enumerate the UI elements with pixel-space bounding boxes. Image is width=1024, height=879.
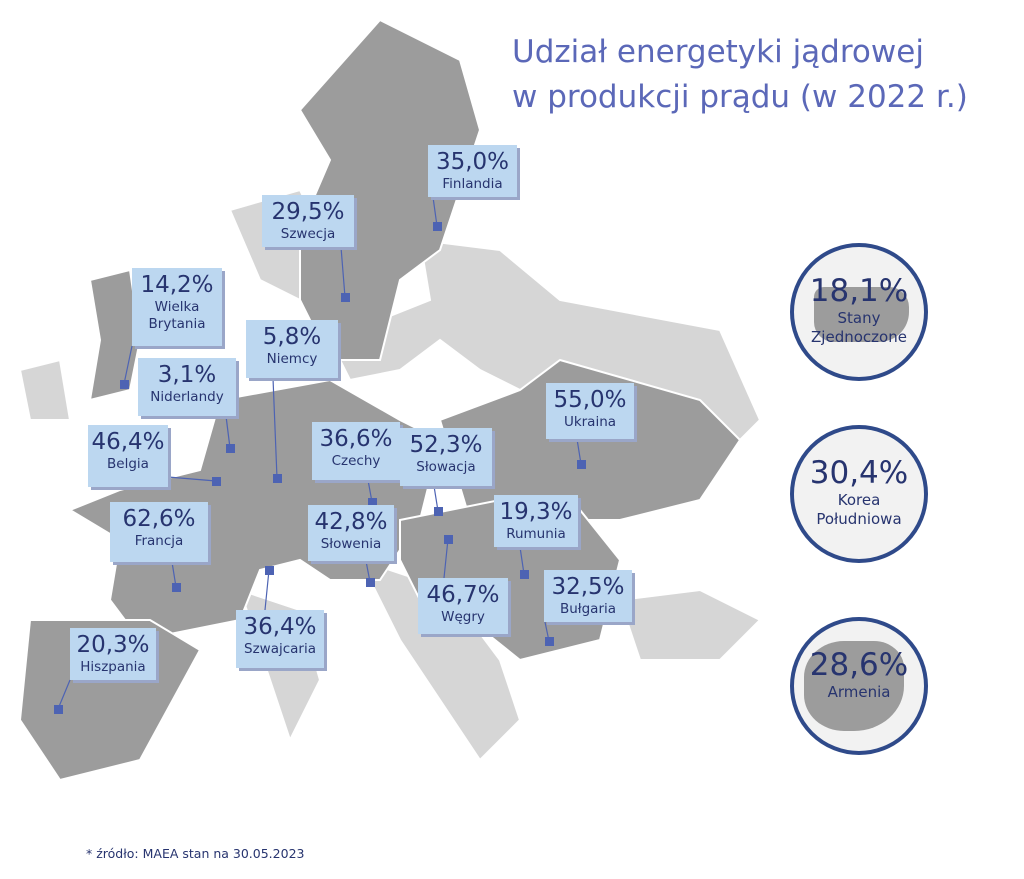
leader-line [272,377,278,479]
name: Ukraina [563,414,617,430]
location-marker [366,578,375,587]
value: 36,6% [319,426,393,452]
value: 55,0% [553,387,627,413]
name: Wielka Brytania [148,299,206,332]
value: 18,1% [809,273,909,309]
country-label: 36,4% Szwajcaria [236,610,324,668]
country-label: 46,7% Węgry [418,578,508,634]
name: Armenia [827,683,891,701]
location-marker [212,477,221,486]
circle-armenia: 28,6% Armenia [790,617,928,755]
name: Słowenia [320,536,382,552]
leader-line [171,561,177,588]
name: Szwecja [280,226,336,242]
name: Francja [134,533,184,549]
name: Belgia [107,456,149,472]
name: Szwajcaria [244,641,316,657]
leader-line [576,438,582,465]
location-marker [368,498,377,507]
value: 62,6% [122,506,196,532]
name: Węgry [441,609,485,625]
value: 35,0% [435,149,510,175]
value: 20,3% [76,632,150,658]
location-marker [120,380,129,389]
country-label: 55,0% Ukraina [546,383,634,439]
country-label: 46,4% Belgia [88,425,168,487]
leader-line [340,246,346,298]
value: 36,4% [243,614,317,640]
name: Korea Południowa [816,491,902,528]
location-marker [444,535,453,544]
value: 3,1% [157,362,217,388]
location-marker [433,222,442,231]
usa-map-shape [814,287,909,342]
circle-korea: 30,4% Korea Południowa [790,425,928,563]
leader-line [264,569,270,611]
value: 5,8% [262,324,322,350]
value: 32,5% [551,574,625,600]
value: 14,2% [140,272,214,298]
value: 42,8% [314,509,388,535]
name: Rumunia [506,526,566,542]
leader-line [123,345,133,385]
country-label: 35,0% Finlandia [428,145,517,197]
leader-line [57,679,71,710]
leader-line [432,196,438,227]
name: Czechy [331,453,381,469]
country-label: 5,8% Niemcy [246,320,338,378]
location-marker [172,583,181,592]
name: Finlandia [442,176,503,192]
location-marker [341,293,350,302]
title-line2: w produkcji prądu (w 2022 r.) [512,79,968,115]
name: Bułgaria [559,601,617,617]
location-marker [54,705,63,714]
value: 19,3% [499,499,573,525]
value: 28,6% [809,647,909,683]
country-label: 3,1% Niderlandy [138,358,236,416]
footnote: * źródło: MAEA stan na 30.05.2023 [86,846,305,861]
country-label: 29,5% Szwecja [262,195,354,247]
location-marker [577,460,586,469]
value: 46,4% [91,429,165,455]
country-label: 62,6% Francja [110,502,208,562]
land-other [618,588,762,661]
name: Słowacja [416,459,476,475]
title-line1: Udział energetyki jądrowej [512,34,924,70]
location-marker [434,507,443,516]
country-label: 36,6% Czechy [312,422,400,480]
leader-line [519,546,525,575]
country-label: 20,3% Hiszpania [70,628,156,680]
circle-usa: 18,1% Stany Zjednoczone [790,243,928,381]
name: Stany Zjednoczone [811,309,907,346]
value: 52,3% [409,432,483,458]
land-other [18,358,72,421]
name: Niderlandy [150,389,224,405]
page-title: Udział energetyki jądrowej w produkcji p… [512,30,968,120]
country-label: 32,5% Bułgaria [544,570,632,622]
location-marker [273,474,282,483]
location-marker [520,570,529,579]
name: Niemcy [266,351,318,367]
location-marker [545,637,554,646]
country-label: 19,3% Rumunia [494,495,578,547]
country-label: 14,2% Wielka Brytania [132,268,222,346]
name: Hiszpania [80,659,146,675]
value: 29,5% [271,199,345,225]
armenia-map-shape [804,641,904,731]
leader-line [167,476,217,482]
location-marker [265,566,274,575]
location-marker [226,444,235,453]
leader-line [225,415,231,449]
country-label: 42,8% Słowenia [308,505,394,561]
leader-line [443,538,449,579]
value: 46,7% [426,582,500,608]
leader-line [433,485,439,512]
country-label: 52,3% Słowacja [400,428,492,486]
value: 30,4% [809,455,909,491]
